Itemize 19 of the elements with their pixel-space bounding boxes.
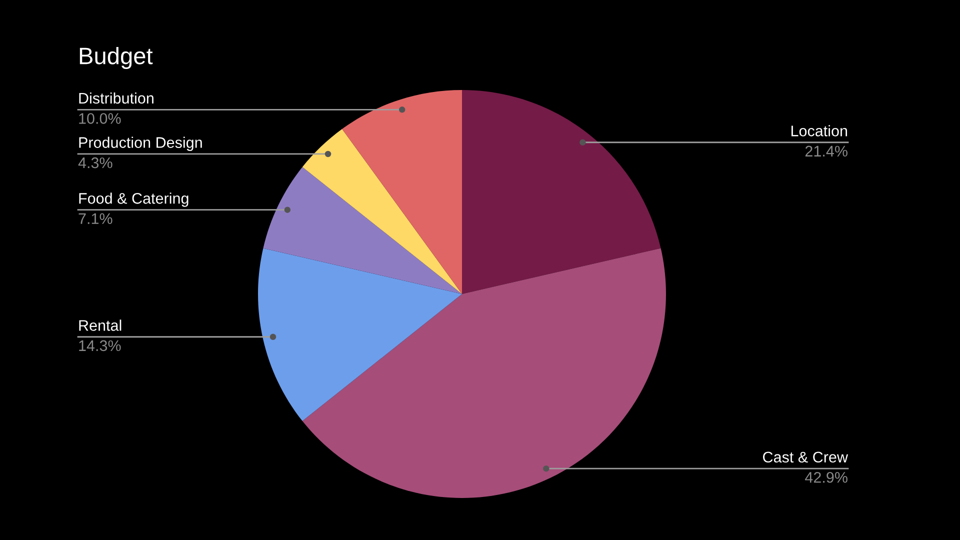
pie-slice: [302, 128, 462, 294]
data-label: 21.4%: [805, 146, 848, 157]
data-label: 42.9%: [805, 472, 848, 483]
pie-slice: [258, 248, 462, 422]
data-label: 4.3%: [78, 157, 112, 168]
pie-slice: [263, 166, 462, 294]
pie-slice: [462, 90, 661, 294]
slice-label: Distribution: [79, 92, 154, 104]
pie-slice: [342, 90, 462, 294]
data-label: 10.0%: [79, 113, 121, 124]
slice-label: Location: [791, 125, 848, 136]
slice-label: Food & Catering: [79, 192, 188, 207]
slice-label: Cast & Crew: [763, 452, 848, 463]
data-label: 7.1%: [78, 213, 112, 224]
data-label: 14.3%: [79, 340, 121, 352]
slice-label: Production Design: [79, 136, 202, 151]
slice-label: Rental: [79, 320, 122, 331]
pie-slice: [302, 248, 666, 498]
chart-title: Budget: [80, 46, 153, 70]
